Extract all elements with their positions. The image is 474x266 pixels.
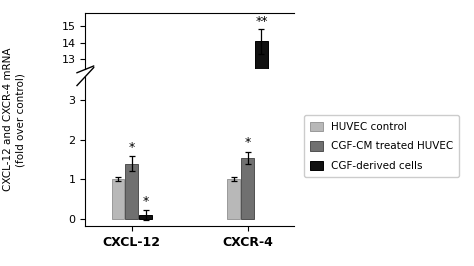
Bar <box>111 180 124 219</box>
Text: CXCL-12 and CXCR-4 mRNA
(fold over control): CXCL-12 and CXCR-4 mRNA (fold over contr… <box>3 48 25 192</box>
Text: *: * <box>128 141 135 154</box>
Legend: HUVEC control, CGF-CM treated HUVEC, CGF-derived cells: HUVEC control, CGF-CM treated HUVEC, CGF… <box>304 115 459 177</box>
Bar <box>255 41 268 266</box>
Text: *: * <box>245 136 251 149</box>
Text: **: ** <box>255 15 268 28</box>
Bar <box>126 164 138 219</box>
Bar <box>241 158 254 219</box>
Bar <box>139 215 152 219</box>
Text: *: * <box>143 195 149 208</box>
Bar <box>228 180 240 219</box>
